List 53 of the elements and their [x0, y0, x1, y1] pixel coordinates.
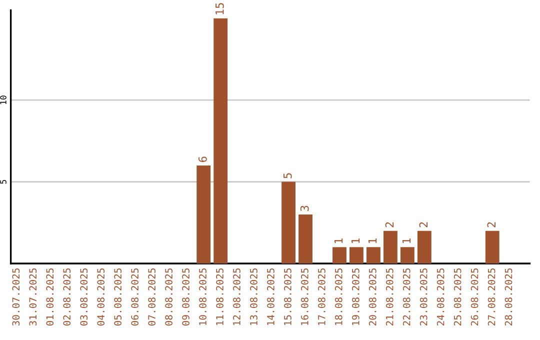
x-tick-label: 11.08.2025 [216, 268, 224, 326]
x-tick-label: 07.08.2025 [148, 268, 156, 326]
x-tick-label: 27.08.2025 [488, 268, 496, 326]
x-tick-label: 01.08.2025 [46, 268, 54, 326]
data-label: 5 [284, 173, 292, 178]
bar [298, 214, 312, 264]
data-label: 2 [419, 222, 428, 228]
x-tick-label: 02.08.2025 [63, 268, 71, 326]
data-label: 2 [385, 222, 394, 228]
x-tick-label: 16.08.2025 [301, 268, 308, 326]
data-label: 1 [368, 238, 377, 244]
x-tick-label: 25.08.2025 [454, 268, 462, 326]
bar [332, 247, 346, 264]
y-tick-label: 10 [0, 96, 6, 104]
x-tick-label: 24.08.2025 [436, 268, 444, 326]
x-tick-label: 17.08.2025 [318, 268, 326, 326]
bar [196, 165, 211, 264]
x-tick-label: 30.07.2025 [12, 268, 20, 326]
x-tick-label: 31.07.2025 [29, 268, 37, 326]
x-tick-label: 04.08.2025 [97, 268, 105, 326]
x-tick-label: 14.08.2025 [267, 268, 274, 326]
bar [417, 230, 432, 264]
x-tick-label: 20.08.2025 [368, 268, 376, 326]
x-tick-label: 12.08.2025 [233, 268, 240, 326]
x-tick-label: 18.08.2025 [334, 268, 342, 326]
x-tick-label: 28.08.2025 [504, 268, 512, 326]
x-tick-label: 22.08.2025 [402, 268, 410, 326]
bar [400, 247, 414, 264]
data-label: 15 [216, 3, 224, 14]
x-tick-label: 10.08.2025 [199, 268, 206, 326]
x-tick-label: 05.08.2025 [114, 268, 122, 326]
x-tick-label: 03.08.2025 [80, 268, 88, 326]
x-tick-label: 21.08.2025 [386, 268, 394, 326]
bar [366, 247, 380, 264]
bar [350, 247, 364, 264]
bar [383, 230, 398, 264]
x-tick-label: 09.08.2025 [182, 268, 190, 326]
data-label: 1 [351, 238, 360, 244]
x-tick-label: 15.08.2025 [284, 268, 292, 326]
x-tick-label: 26.08.2025 [470, 268, 478, 326]
data-label: 1 [334, 238, 343, 244]
data-label: 1 [402, 238, 411, 244]
x-tick-label: 08.08.2025 [165, 268, 172, 326]
data-label: 6 [198, 156, 207, 162]
bar [214, 18, 228, 264]
x-tick-label: 19.08.2025 [352, 268, 360, 326]
data-label: 3 [300, 206, 309, 211]
x-tick-label: 13.08.2025 [250, 268, 258, 326]
data-label: 2 [487, 222, 496, 228]
bar [485, 230, 500, 264]
bar [282, 182, 296, 264]
x-tick-label: 23.08.2025 [420, 268, 428, 326]
x-tick-label: 06.08.2025 [131, 268, 138, 326]
